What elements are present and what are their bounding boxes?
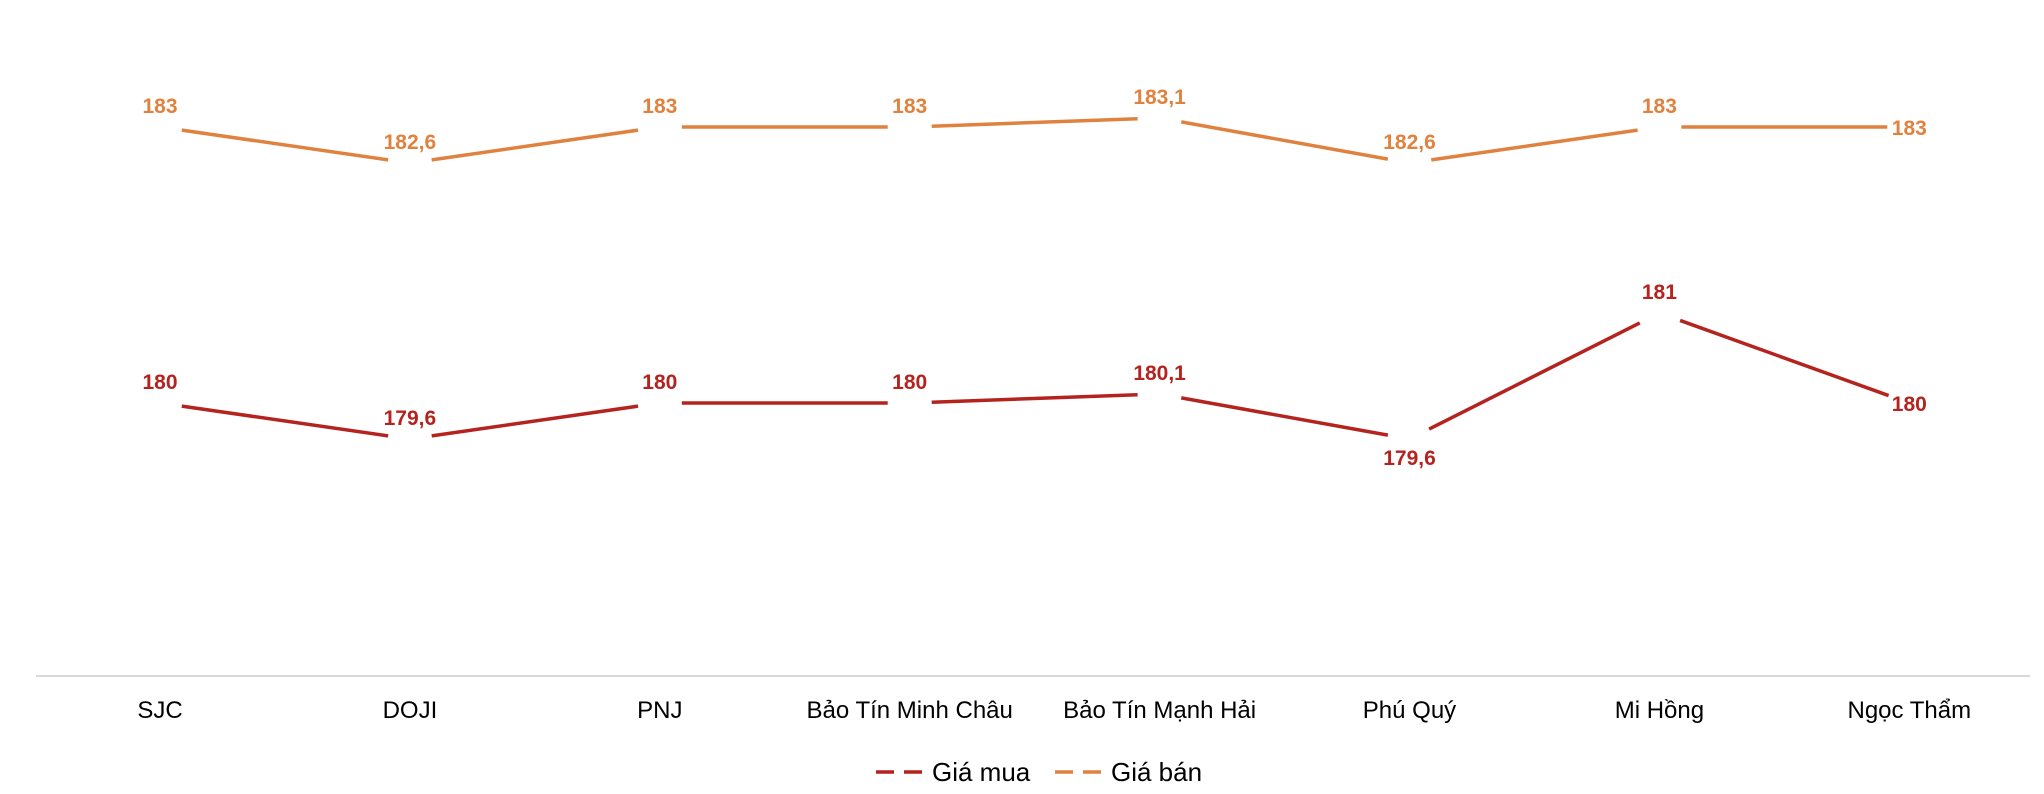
series-line-gia-ban — [1180, 120, 1389, 161]
data-label-gia-mua: 180 — [1892, 393, 1927, 416]
series-line-gia-mua — [181, 404, 389, 438]
data-label-gia-ban: 183 — [642, 95, 677, 118]
data-label-gia-ban: 183 — [1892, 117, 1927, 140]
series-lines — [181, 117, 1890, 438]
series-line-gia-ban — [181, 128, 389, 162]
series-line-gia-mua — [1428, 321, 1641, 431]
data-label-gia-mua: 180 — [642, 371, 677, 394]
series-line-gia-mua — [431, 404, 639, 438]
data-label-gia-ban: 182,6 — [384, 131, 437, 154]
data-label-gia-mua: 181 — [1642, 281, 1677, 304]
series-line-gia-mua — [1180, 396, 1389, 437]
series-line-gia-ban — [1431, 128, 1638, 162]
data-label-gia-mua: 180 — [892, 371, 927, 394]
series-line-gia-mua — [1679, 318, 1890, 398]
data-label-gia-ban: 183 — [142, 95, 177, 118]
x-tick-label: DOJI — [383, 697, 438, 724]
data-label-gia-ban: 183 — [1642, 95, 1677, 118]
x-tick-label: SJC — [137, 697, 182, 724]
x-tick-label: Mi Hồng — [1615, 697, 1704, 724]
x-tick-label: Bảo Tín Minh Châu — [807, 697, 1013, 724]
x-tick-label: Ngọc Thẩm — [1847, 697, 1971, 724]
x-axis-ticks: SJC DOJI PNJ Bảo Tín Minh Châu Bảo Tín Mạnh … — [137, 697, 1971, 724]
data-label-gia-ban: 182,6 — [1383, 131, 1436, 154]
legend-label: Giá mua — [932, 757, 1031, 787]
legend-item: Giá bán — [1055, 757, 1202, 787]
series-line-gia-ban — [931, 117, 1138, 128]
data-label-gia-mua: 180,1 — [1133, 362, 1186, 385]
series-line-gia-mua — [931, 393, 1138, 404]
data-label-gia-ban: 183,1 — [1133, 86, 1186, 109]
data-label-gia-mua: 179,6 — [384, 407, 437, 430]
data-label-gia-mua: 179,6 — [1383, 447, 1436, 470]
series-line-gia-ban — [431, 128, 639, 162]
x-tick-label: PNJ — [637, 697, 682, 724]
data-label-gia-ban: 183 — [892, 95, 927, 118]
data-labels: 180 179,6 180 180 180,1 179,6 181 180 183 182,6 18… — [142, 86, 1926, 470]
legend: Giá mua Giá bán — [876, 757, 1202, 787]
data-label-gia-mua: 180 — [142, 371, 177, 394]
x-tick-label: Phú Quý — [1363, 697, 1456, 724]
legend-label: Giá bán — [1111, 757, 1202, 787]
legend-item: Giá mua — [876, 757, 1031, 787]
x-tick-label: Bảo Tín Mạnh Hải — [1063, 697, 1256, 724]
